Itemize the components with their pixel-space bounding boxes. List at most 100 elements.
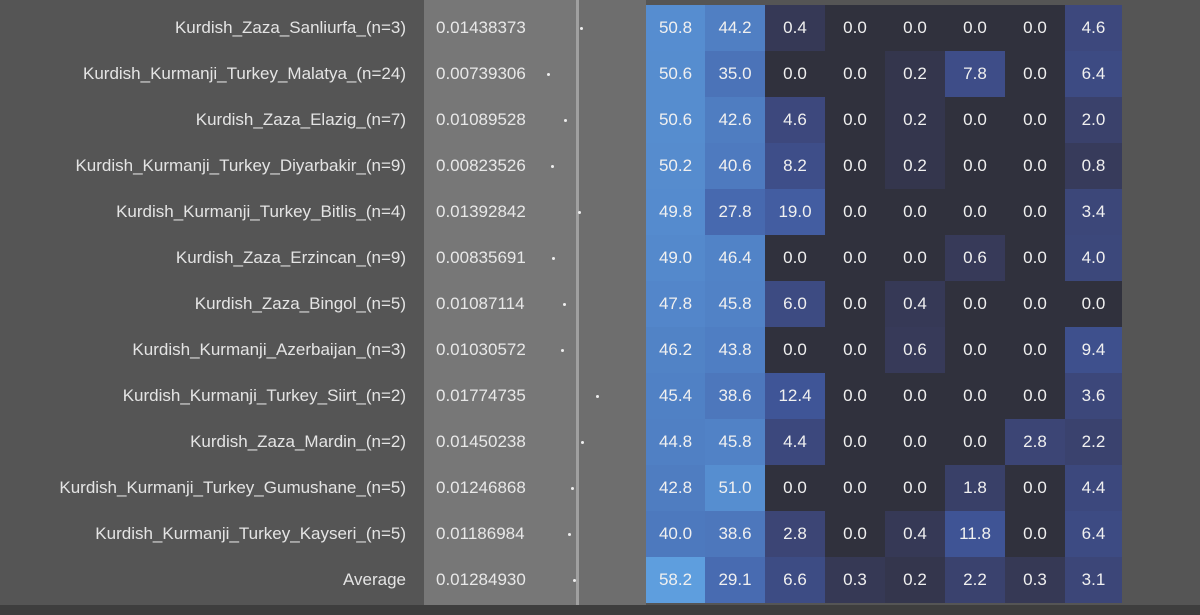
percent-cell: 0.0 — [885, 235, 945, 281]
percent-cell: 43.8 — [705, 327, 765, 373]
percent-cell: 0.0 — [945, 5, 1005, 51]
percent-cell: 51.0 — [705, 465, 765, 511]
percent-cell: 0.0 — [825, 465, 885, 511]
percent-cell: 19.0 — [765, 189, 825, 235]
percent-cell: 0.2 — [885, 557, 945, 603]
percent-cell: 0.2 — [885, 51, 945, 97]
percent-cell: 6.0 — [765, 281, 825, 327]
percent-cell: 2.2 — [1065, 419, 1122, 465]
percent-cell: 11.8 — [945, 511, 1005, 557]
distance-dot — [563, 119, 567, 122]
percent-cell: 0.0 — [1005, 51, 1065, 97]
percent-cell: 58.2 — [646, 557, 705, 603]
distance-dot — [563, 303, 567, 306]
percent-cell: 3.1 — [1065, 557, 1122, 603]
distance: 0.01450238 — [436, 432, 526, 451]
distance: 0.00823526 — [436, 156, 526, 175]
percent-cell: 29.1 — [705, 557, 765, 603]
distance-dot — [560, 349, 564, 352]
percent-cell: 45.8 — [705, 281, 765, 327]
distance: 0.01392842 — [436, 202, 526, 221]
distance: 0.01774735 — [436, 386, 526, 405]
percent-cell: 0.3 — [825, 557, 885, 603]
percent-cell: 0.0 — [885, 419, 945, 465]
percent-cell: 35.0 — [705, 51, 765, 97]
percent-cell: 40.0 — [646, 511, 705, 557]
percent-cell: 4.0 — [1065, 235, 1122, 281]
percent-cell: 3.4 — [1065, 189, 1122, 235]
percent-cell: 45.4 — [646, 373, 705, 419]
distance-dot — [571, 487, 575, 490]
percent-cell: 3.6 — [1065, 373, 1122, 419]
percent-cell: 0.0 — [945, 327, 1005, 373]
percent-cell: 49.0 — [646, 235, 705, 281]
percent-cell: 12.4 — [765, 373, 825, 419]
percent-cell: 0.0 — [825, 235, 885, 281]
percent-cell: 0.0 — [825, 5, 885, 51]
distance: 0.01186984 — [436, 524, 525, 543]
percent-cell: 0.0 — [1005, 5, 1065, 51]
row-label: Kurdish_Zaza_Mardin_(n=2) — [190, 432, 406, 451]
percent-cell: 0.0 — [1005, 189, 1065, 235]
percent-cell: 8.2 — [765, 143, 825, 189]
percent-cell: 0.4 — [885, 281, 945, 327]
percent-cell: 38.6 — [705, 373, 765, 419]
distance-dot — [596, 395, 600, 398]
percent-cell: 0.0 — [1005, 235, 1065, 281]
percent-cell: 0.0 — [825, 51, 885, 97]
percent-cell: 0.0 — [825, 327, 885, 373]
row-label: Kurdish_Zaza_Sanliurfa_(n=3) — [174, 18, 406, 37]
percent-cell: 42.8 — [646, 465, 705, 511]
percent-cell: 50.6 — [646, 51, 705, 97]
distance-dot — [572, 579, 576, 582]
row-label: Kurdish_Kurmanji_Turkey_Siirt_(n=2) — [122, 386, 406, 405]
percent-cell: 0.8 — [1065, 143, 1122, 189]
percent-cell: 49.8 — [646, 189, 705, 235]
row-label: Kurdish_Kurmanji_Turkey_Bitlis_(n=4) — [116, 202, 406, 221]
percent-cell: 0.0 — [945, 143, 1005, 189]
percent-cell: 0.0 — [945, 189, 1005, 235]
percent-cell: 0.0 — [765, 465, 825, 511]
distance: 0.00835691 — [436, 248, 526, 267]
divider — [576, 0, 579, 605]
footer-bar — [0, 605, 1200, 615]
percent-cell: 6.4 — [1065, 51, 1122, 97]
percent-cell: 0.0 — [945, 419, 1005, 465]
percent-cell: 1.8 — [945, 465, 1005, 511]
percent-cell: 0.0 — [1005, 143, 1065, 189]
percent-cell: 2.8 — [1005, 419, 1065, 465]
percent-cell: 4.4 — [765, 419, 825, 465]
row-label: Average — [342, 570, 406, 589]
percent-cell: 0.0 — [945, 373, 1005, 419]
percent-cell: 4.4 — [1065, 465, 1122, 511]
percent-cell: 2.8 — [765, 511, 825, 557]
percent-cell: 0.0 — [1005, 511, 1065, 557]
distance-dot — [580, 27, 584, 30]
distance: 0.00739306 — [436, 64, 526, 83]
distance-dot — [546, 73, 550, 76]
percent-cell: 6.6 — [765, 557, 825, 603]
percent-cell: 46.2 — [646, 327, 705, 373]
percent-cell: 44.8 — [646, 419, 705, 465]
percent-cell: 0.0 — [945, 281, 1005, 327]
percent-cell: 0.0 — [885, 465, 945, 511]
percent-cell: 0.0 — [765, 235, 825, 281]
percent-cell: 0.0 — [825, 189, 885, 235]
percent-cell: 45.8 — [705, 419, 765, 465]
percent-cell: 0.0 — [1005, 327, 1065, 373]
distance-dot — [550, 165, 554, 168]
distance: 0.01438373 — [436, 18, 526, 37]
distance-plot-column — [579, 0, 646, 605]
percent-cell: 46.4 — [705, 235, 765, 281]
percent-cell: 0.0 — [1005, 373, 1065, 419]
percent-cell: 0.0 — [1005, 97, 1065, 143]
percent-cell: 2.0 — [1065, 97, 1122, 143]
row-label: Kurdish_Kurmanji_Turkey_Gumushane_(n=5) — [59, 478, 406, 497]
row-label: Kurdish_Kurmanji_Azerbaijan_(n=3) — [132, 340, 406, 359]
row-label: Kurdish_Kurmanji_Turkey_Malatya_(n=24) — [83, 64, 406, 83]
percent-cell: 0.0 — [1065, 281, 1122, 327]
percent-cell: 0.4 — [765, 5, 825, 51]
percent-cell: 7.8 — [945, 51, 1005, 97]
